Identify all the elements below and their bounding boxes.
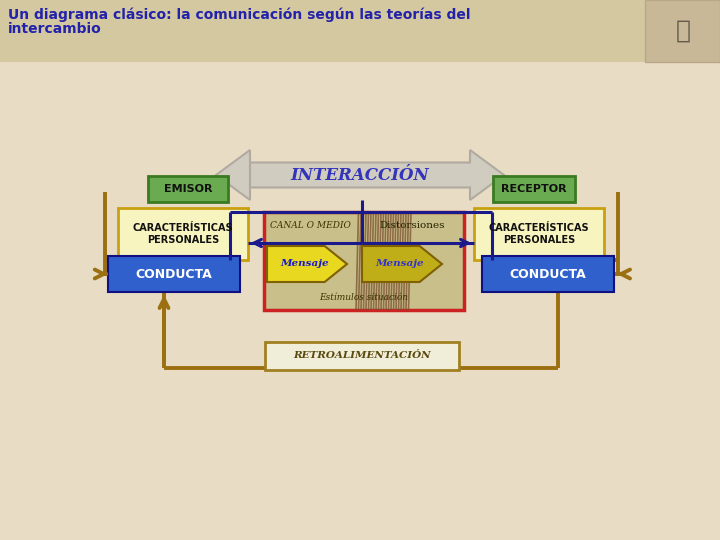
Bar <box>482 256 614 292</box>
Text: CONDUCTA: CONDUCTA <box>135 267 212 280</box>
Bar <box>265 342 459 370</box>
Bar <box>474 208 604 260</box>
Bar <box>645 0 720 62</box>
Text: Estímulos situación: Estímulos situación <box>319 294 408 302</box>
Text: CARACTERÍSTICAS
PERSONALES: CARACTERÍSTICAS PERSONALES <box>489 223 589 245</box>
Bar <box>0 0 680 62</box>
Text: INTERACCIÓN: INTERACCIÓN <box>291 166 429 184</box>
Text: intercambio: intercambio <box>8 22 102 36</box>
Polygon shape <box>267 246 347 282</box>
Text: 🏛: 🏛 <box>675 19 690 43</box>
Bar <box>118 208 248 260</box>
Bar <box>493 176 575 202</box>
Text: Mensaje: Mensaje <box>281 260 329 268</box>
Bar <box>108 256 240 292</box>
Bar <box>148 176 228 202</box>
Text: CONDUCTA: CONDUCTA <box>510 267 586 280</box>
Polygon shape <box>216 150 504 200</box>
Text: CANAL O MEDIO: CANAL O MEDIO <box>269 220 351 230</box>
Text: RECEPTOR: RECEPTOR <box>501 184 567 194</box>
Text: CARACTERÍSTICAS
PERSONALES: CARACTERÍSTICAS PERSONALES <box>132 223 233 245</box>
Text: Mensaje: Mensaje <box>376 260 424 268</box>
Text: RETROALIMENTACIÓN: RETROALIMENTACIÓN <box>293 352 431 361</box>
Text: Un diagrama clásico: la comunicación según las teorías del: Un diagrama clásico: la comunicación seg… <box>8 7 470 22</box>
Bar <box>264 212 464 310</box>
Text: Distorsiones: Distorsiones <box>379 220 445 230</box>
Polygon shape <box>362 246 442 282</box>
Text: EMISOR: EMISOR <box>163 184 212 194</box>
